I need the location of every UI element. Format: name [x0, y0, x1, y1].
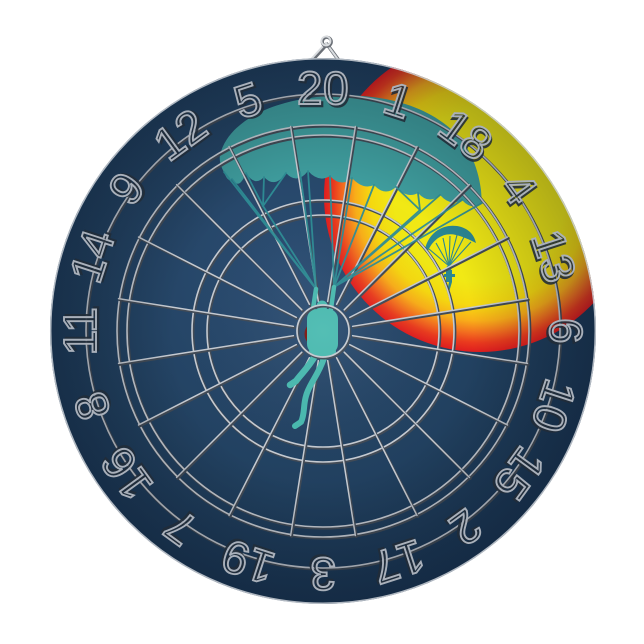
sector-number-text: 20 [297, 62, 349, 114]
sector-number: 33 [307, 545, 337, 601]
sector-number-text: 3 [308, 546, 334, 598]
sector-number-text: 11 [56, 305, 108, 354]
sector-number-text: 20 [299, 64, 351, 116]
board-vignette [50, 58, 596, 604]
sector-number: 66 [537, 317, 593, 347]
sector-number-text: 6 [540, 318, 592, 344]
sector-number-text: 11 [54, 307, 106, 356]
sector-number-text: 6 [538, 320, 590, 346]
sector-number-text: 3 [310, 548, 336, 600]
board-rim [49, 57, 597, 605]
